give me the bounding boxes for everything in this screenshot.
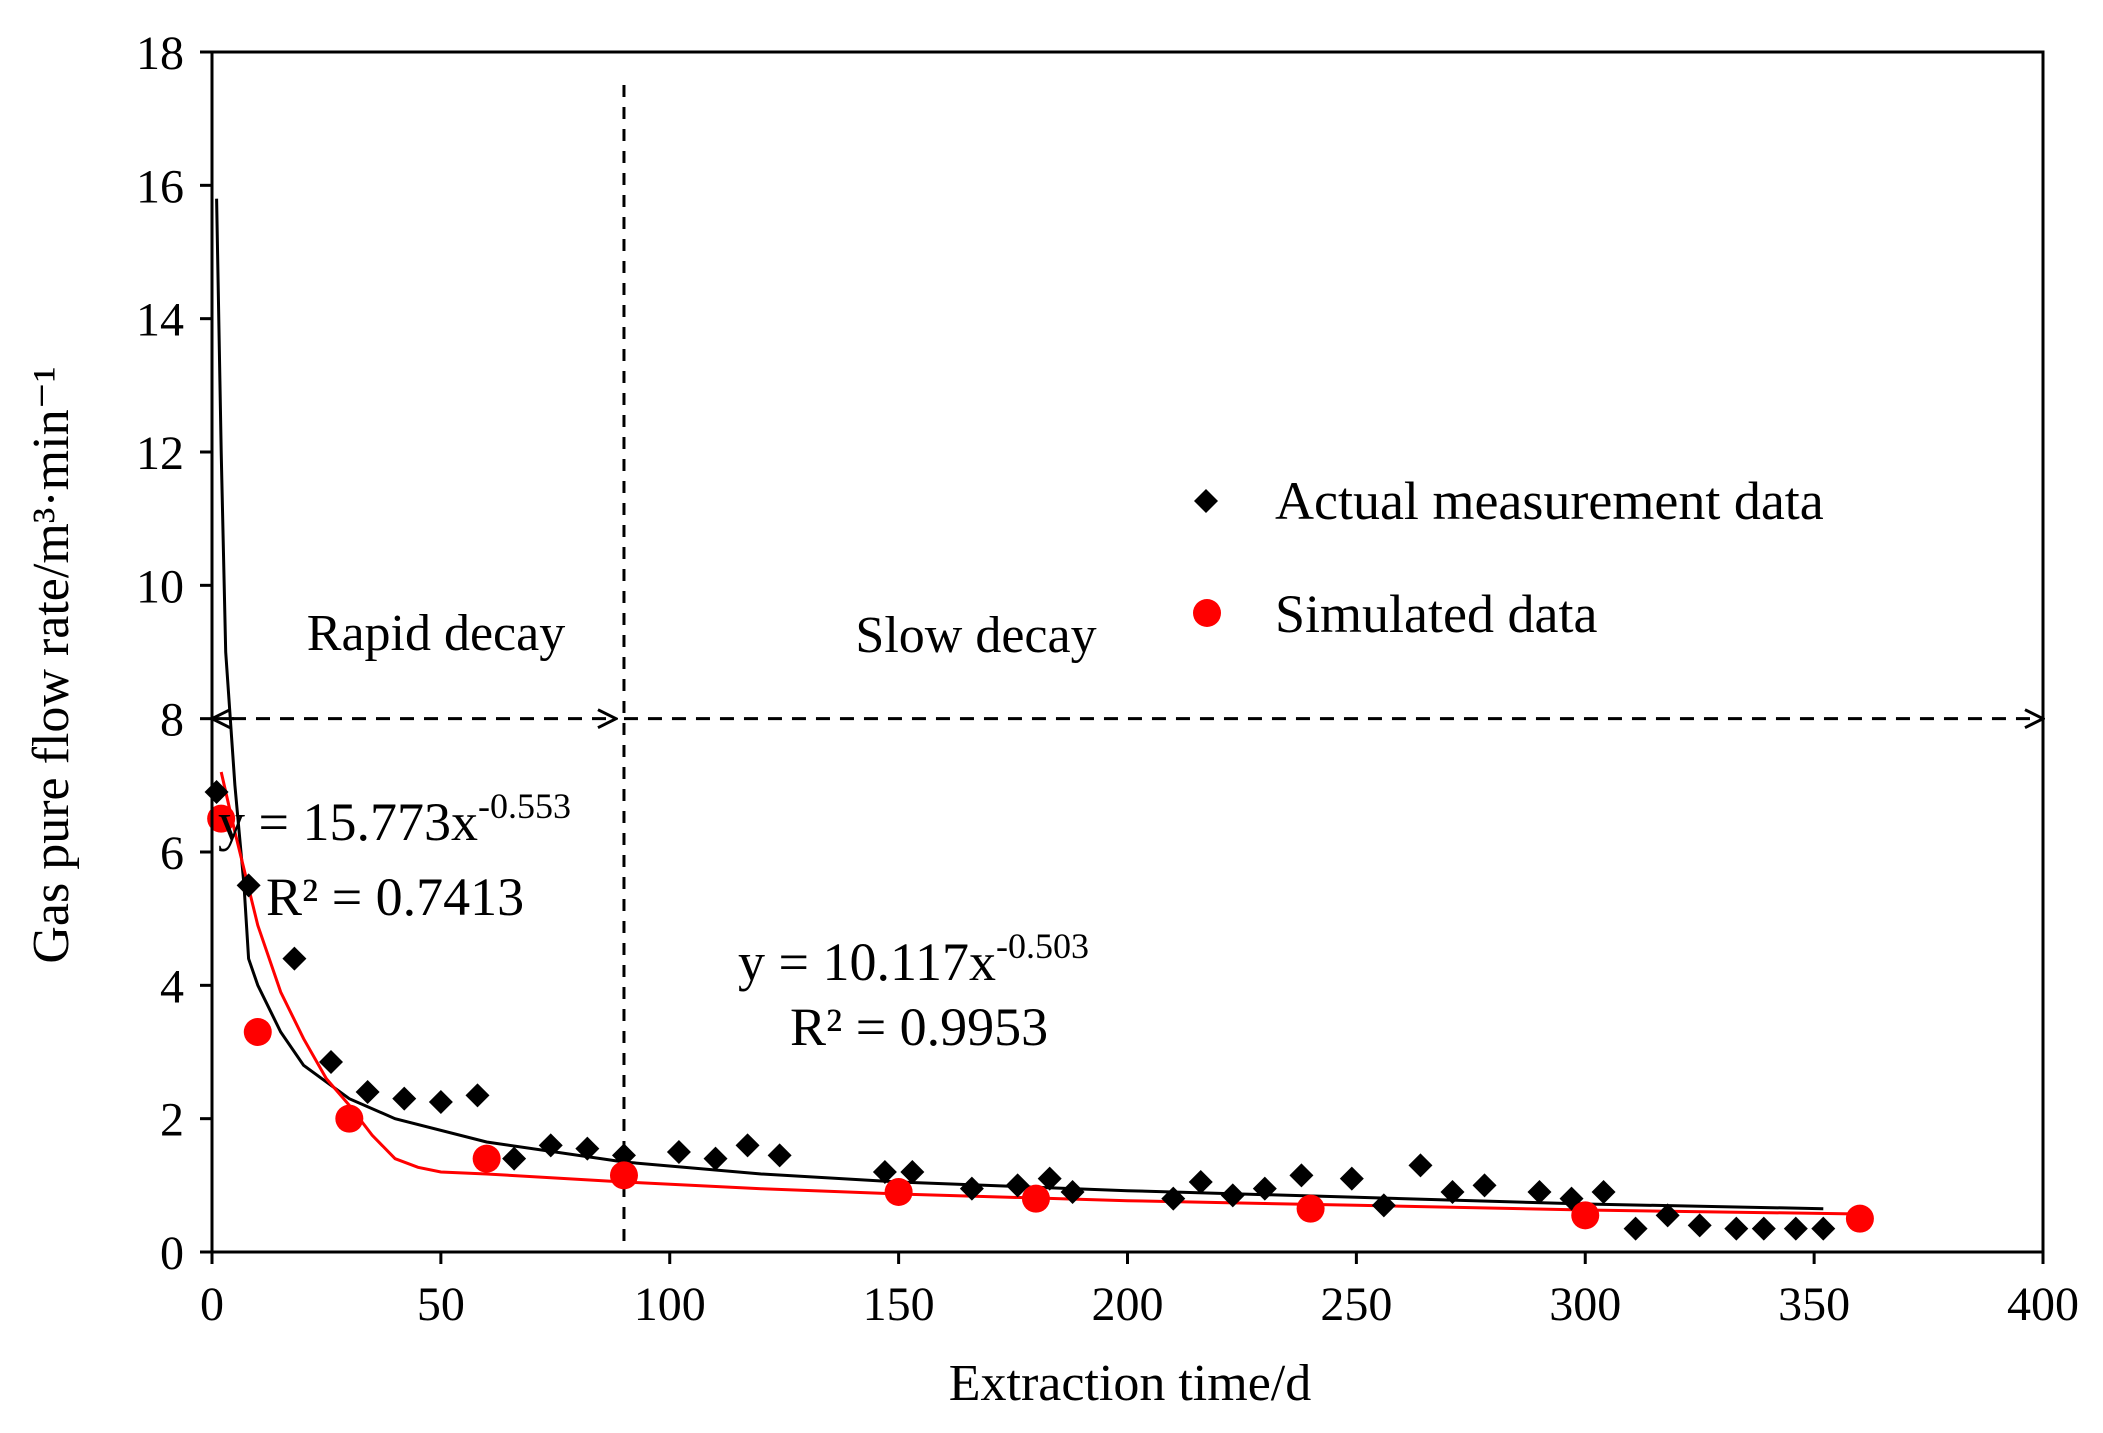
actual-point: [1472, 1173, 1497, 1198]
actual-point: [735, 1133, 760, 1158]
actual-point: [1161, 1186, 1186, 1211]
actual-point: [1371, 1193, 1396, 1218]
x-tick-label: 150: [863, 1278, 935, 1331]
actual-point: [502, 1146, 527, 1171]
actual-point: [1724, 1216, 1749, 1241]
simulated-point: [1296, 1194, 1325, 1223]
actual-point: [703, 1146, 728, 1171]
actual-point: [1289, 1163, 1314, 1188]
y-tick-label: 8: [160, 694, 184, 747]
x-tick-label: 350: [1778, 1278, 1850, 1331]
actual-point: [319, 1050, 344, 1074]
actual-point: [1527, 1180, 1552, 1204]
actual-point: [1591, 1180, 1616, 1204]
actual-point: [1339, 1166, 1364, 1191]
actual-point: [1220, 1183, 1245, 1208]
legend-simulated-label: Simulated data: [1275, 584, 1597, 644]
fit-equation-1: y = 15.773x-0.553 R² = 0.7413: [218, 786, 571, 927]
rapid-decay-label: Rapid decay: [307, 605, 565, 662]
actual-point: [872, 1160, 897, 1184]
eq2-r2: R² = 0.9953: [790, 997, 1048, 1057]
actual-point: [666, 1140, 691, 1164]
legend-circle-icon: [1193, 599, 1221, 627]
actual-point: [1687, 1213, 1712, 1238]
x-tick-label: 100: [634, 1278, 706, 1331]
actual-point: [1623, 1216, 1648, 1241]
data-points: [204, 780, 1874, 1241]
x-tick-label: 300: [1549, 1278, 1621, 1331]
fit-curve-2: [219, 771, 1860, 1216]
actual-point: [1408, 1153, 1433, 1178]
actual-point: [1037, 1166, 1062, 1191]
actual-point: [1188, 1170, 1213, 1194]
legend-diamond-icon: [1194, 489, 1218, 513]
actual-point: [392, 1086, 417, 1111]
simulated-point: [472, 1144, 501, 1173]
svg-text:y = 15.773x-0.553: y = 15.773x-0.553: [218, 786, 571, 852]
fit-equation-2: y = 10.117x-0.503 R² = 0.9953: [738, 926, 1089, 1057]
simulated-point: [1571, 1201, 1600, 1230]
actual-point: [355, 1080, 380, 1104]
actual-point: [1655, 1203, 1680, 1228]
actual-point: [1440, 1180, 1465, 1204]
y-tick-label: 14: [136, 294, 184, 347]
actual-point: [767, 1143, 792, 1168]
actual-point: [236, 873, 261, 898]
y-tick-label: 6: [160, 827, 184, 880]
fit-lines: [215, 198, 1860, 1216]
y-tick-label: 0: [160, 1227, 184, 1280]
actual-point: [538, 1133, 563, 1158]
y-tick-label: 4: [160, 960, 184, 1013]
actual-point: [959, 1176, 984, 1201]
actual-point: [1060, 1180, 1085, 1204]
x-tick-label: 250: [1320, 1278, 1392, 1331]
x-tick-label: 50: [417, 1278, 465, 1331]
actual-point: [282, 946, 307, 971]
x-tick-label: 200: [1092, 1278, 1164, 1331]
simulated-point: [335, 1104, 364, 1133]
y-tick-label: 10: [136, 560, 184, 613]
actual-point: [1252, 1176, 1277, 1201]
actual-point: [1811, 1216, 1836, 1241]
x-tick-label: 400: [2007, 1278, 2079, 1331]
slow-decay-label: Slow decay: [855, 607, 1096, 664]
legend: Actual measurement data Simulated data: [1193, 471, 1824, 644]
actual-point: [611, 1143, 636, 1168]
simulated-point: [1021, 1184, 1050, 1213]
y-axis-title: Gas pure flow rate/m³·min⁻¹: [23, 366, 80, 963]
actual-point: [1751, 1216, 1776, 1241]
x-tick-label: 0: [200, 1278, 224, 1331]
eq1-r2: R² = 0.7413: [266, 867, 524, 927]
fit-curve-1: [215, 198, 1824, 1211]
eq2-base: y = 10.117x: [738, 932, 996, 992]
y-tick-label: 12: [136, 427, 184, 480]
simulated-point: [207, 804, 236, 833]
svg-text:y = 10.117x-0.503: y = 10.117x-0.503: [738, 926, 1089, 992]
actual-point: [1783, 1216, 1808, 1241]
actual-point: [465, 1083, 490, 1108]
x-axis-title: Extraction time/d: [949, 1355, 1311, 1412]
axis-ticks: 0 50 100 150 200 250 300 350 400 0 2 4 6 8 10 12 14 16 18: [136, 27, 2079, 1331]
simulated-point: [243, 1018, 272, 1046]
y-tick-label: 2: [160, 1094, 184, 1147]
legend-actual-label: Actual measurement data: [1275, 471, 1824, 531]
actual-point: [1005, 1173, 1030, 1198]
actual-point: [428, 1090, 453, 1114]
eq1-exponent: -0.553: [478, 786, 571, 826]
simulated-point: [884, 1178, 913, 1206]
y-tick-label: 18: [136, 27, 184, 80]
y-tick-label: 16: [136, 160, 184, 213]
simulated-point: [609, 1161, 638, 1190]
eq1-base: y = 15.773x: [218, 792, 478, 852]
actual-point: [900, 1160, 925, 1184]
eq2-exponent: -0.503: [996, 926, 1089, 966]
simulated-point: [1845, 1204, 1874, 1233]
actual-point: [575, 1136, 600, 1161]
